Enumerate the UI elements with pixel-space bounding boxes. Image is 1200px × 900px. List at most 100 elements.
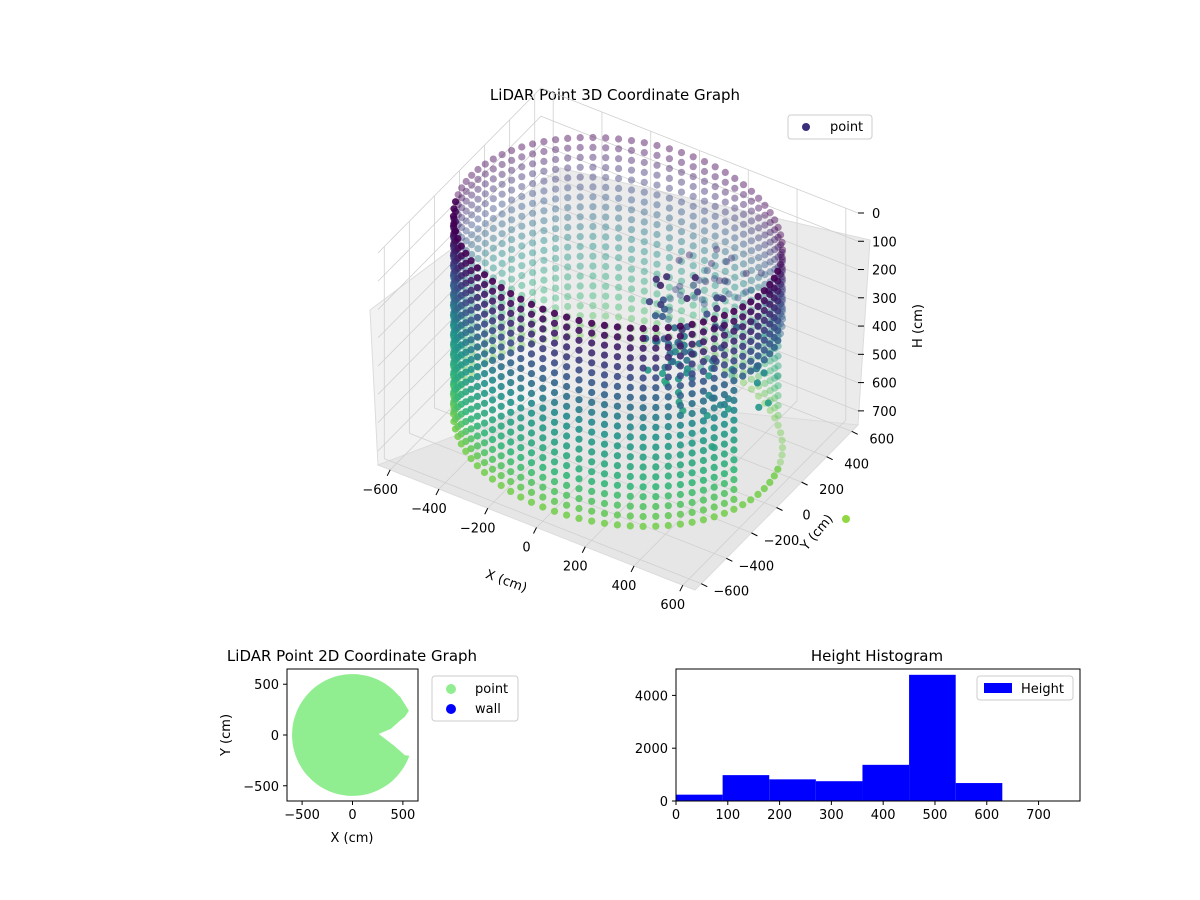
point-3d xyxy=(540,157,548,165)
point-3d xyxy=(677,218,686,226)
point-3d xyxy=(700,207,709,215)
point-3d xyxy=(747,227,756,235)
point-3d xyxy=(720,450,729,458)
point-3d xyxy=(602,203,610,211)
point-3d xyxy=(747,237,756,245)
point-3d xyxy=(626,512,634,520)
point-3d xyxy=(652,354,660,362)
point-3d xyxy=(664,383,672,391)
point-3d xyxy=(652,493,660,501)
point-3d xyxy=(540,246,548,254)
point-3d xyxy=(529,259,537,267)
point-3d xyxy=(676,291,684,299)
point-3d xyxy=(626,472,634,481)
point-3d xyxy=(774,267,782,275)
point-3d xyxy=(600,470,609,478)
point-3d xyxy=(676,411,685,419)
point-3d xyxy=(589,302,597,310)
point-3d xyxy=(677,178,686,186)
chart-3d-scatter: LiDAR Point 3D Coordinate Graph −600 −400… xyxy=(362,86,926,613)
point-3d xyxy=(527,379,536,388)
point-3d xyxy=(518,222,526,230)
y-tick-3d xyxy=(751,532,758,537)
point-3d xyxy=(699,476,708,484)
point-3d xyxy=(626,324,634,332)
point-3d xyxy=(613,363,622,371)
point-3d xyxy=(588,517,596,525)
point-3d xyxy=(699,516,708,524)
point-3d xyxy=(720,371,729,379)
point-3d xyxy=(468,181,476,189)
point-3d xyxy=(517,394,525,402)
point-3d xyxy=(639,354,647,362)
point-3d xyxy=(626,354,634,362)
point-3d xyxy=(778,253,786,261)
point-3d xyxy=(600,480,609,488)
point-3d xyxy=(689,252,697,260)
point-3d xyxy=(664,353,672,361)
point-3d xyxy=(589,262,597,270)
point-3d xyxy=(480,310,489,318)
point-3d xyxy=(676,352,685,360)
point-3d xyxy=(462,207,470,215)
point-3d xyxy=(540,256,548,264)
point-3d xyxy=(563,432,571,440)
point-3d xyxy=(639,463,647,471)
point-3d xyxy=(626,502,634,510)
point-3d xyxy=(517,335,525,343)
point-3d xyxy=(488,317,497,325)
y-tick-3d xyxy=(701,583,708,588)
point-3d xyxy=(552,215,560,223)
point-3d xyxy=(540,266,548,274)
point-3d xyxy=(731,174,739,182)
point-3d xyxy=(652,443,660,451)
point-3d xyxy=(755,254,763,262)
point-3d xyxy=(688,409,696,418)
point-3d xyxy=(507,359,515,367)
y-tick-label-3d: 600 xyxy=(869,432,894,447)
point-3d xyxy=(739,240,748,248)
point-3d xyxy=(730,505,738,513)
point-3d xyxy=(747,217,756,225)
point-3d xyxy=(517,414,525,422)
point-3d xyxy=(711,272,719,280)
point-3d xyxy=(539,305,547,313)
point-3d xyxy=(507,398,515,406)
point-3d xyxy=(653,260,661,268)
point-3d xyxy=(589,222,597,231)
point-3d xyxy=(588,319,596,327)
point-3d xyxy=(539,315,547,323)
point-3d xyxy=(498,230,506,238)
point-3d xyxy=(626,403,634,411)
point-3d xyxy=(640,267,648,275)
point-3d xyxy=(467,365,475,374)
x-tick-3d xyxy=(679,584,684,592)
point-3d xyxy=(665,194,674,202)
point-3d xyxy=(730,406,738,414)
point-3d xyxy=(507,468,515,476)
point-3d xyxy=(652,433,660,441)
y-tick-3d xyxy=(776,507,783,511)
point-3d xyxy=(462,348,470,356)
point-3d xyxy=(576,292,584,300)
point-3d xyxy=(474,195,482,203)
point-3d xyxy=(550,487,559,496)
point-3d xyxy=(507,329,515,337)
grid-line-z xyxy=(377,115,859,282)
point-3d xyxy=(564,302,572,311)
point-3d xyxy=(473,402,481,410)
point-3d xyxy=(664,452,672,460)
point-3d xyxy=(710,384,718,392)
point-3d xyxy=(755,204,763,212)
point-3d xyxy=(576,262,584,270)
point-3d xyxy=(497,303,505,311)
point-3d xyxy=(730,377,738,385)
point-3d xyxy=(626,373,634,382)
point-3d xyxy=(653,221,661,229)
point-3d xyxy=(589,252,597,260)
point-3d xyxy=(677,317,686,325)
point-3d xyxy=(677,267,686,275)
point-3d xyxy=(507,339,515,347)
point-3d xyxy=(639,423,647,432)
point-3d xyxy=(488,426,497,434)
